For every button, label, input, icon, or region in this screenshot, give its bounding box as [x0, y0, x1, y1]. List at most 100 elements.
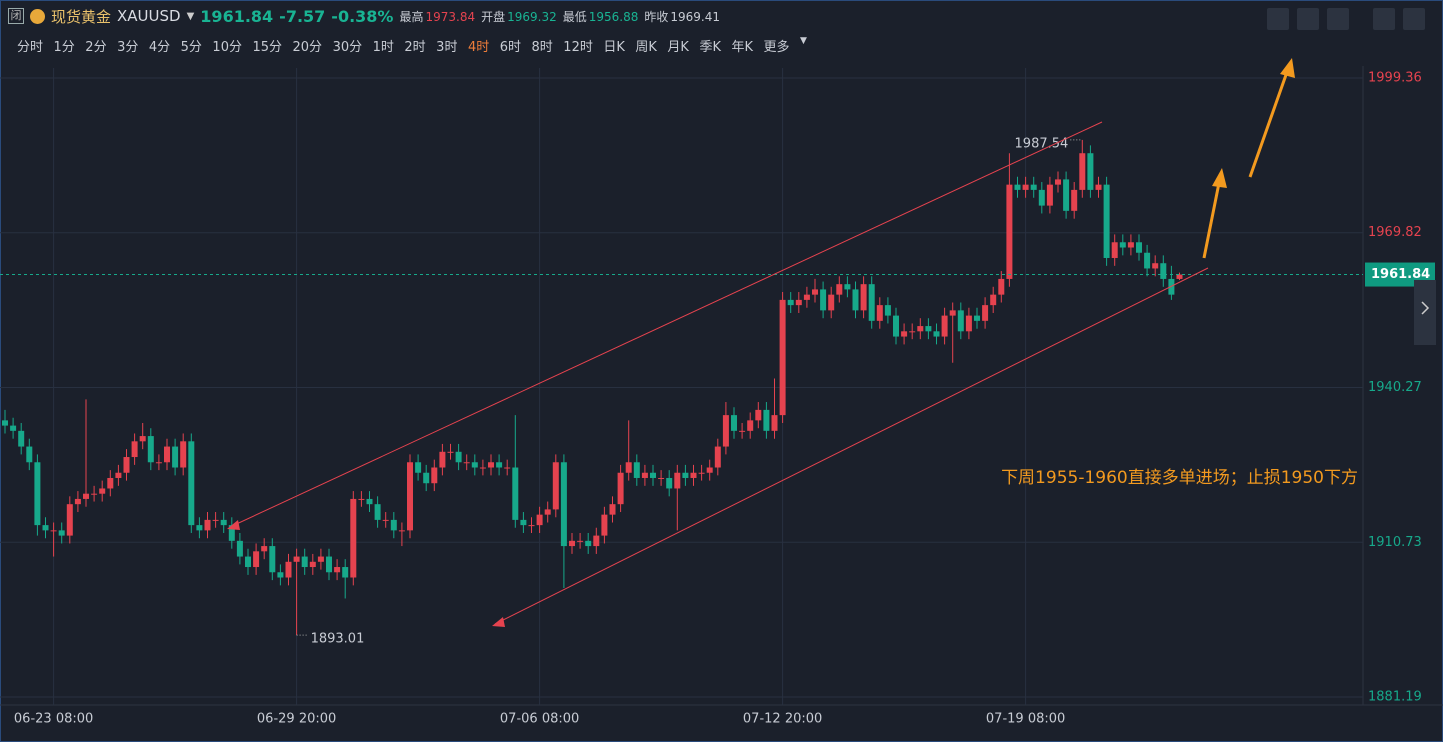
- candle-body: [1079, 153, 1086, 190]
- chevron: [1421, 301, 1430, 315]
- interval-tab[interactable]: 分时: [17, 40, 44, 55]
- plot: 1881.19 1910.73 1940.27 1969.82 1999.36 06-23…: [0, 68, 1435, 727]
- candle-body: [658, 477, 665, 479]
- interval-tab[interactable]: 30分: [332, 40, 363, 55]
- interval-tab[interactable]: 月K: [667, 40, 689, 55]
- side-tab[interactable]: [1414, 280, 1436, 345]
- x-tick-label: 06-23 08:00: [14, 712, 93, 727]
- tool-button[interactable]: [1373, 8, 1395, 30]
- tool-button[interactable]: [1297, 8, 1319, 30]
- candle-body: [860, 284, 867, 311]
- candle-body: [666, 477, 673, 489]
- interval-tab[interactable]: 10分: [212, 40, 242, 55]
- candle-body: [544, 509, 551, 515]
- tool-button[interactable]: [1327, 8, 1349, 30]
- coin-icon: [30, 8, 45, 24]
- stat-value: 1973.84: [425, 9, 476, 24]
- candle-body: [1038, 189, 1045, 206]
- candle-body: [974, 315, 980, 321]
- candle-body: [844, 284, 851, 290]
- candle-body: [407, 462, 413, 531]
- interval-tab[interactable]: 3分: [117, 40, 139, 55]
- interval-tab[interactable]: 1时: [372, 40, 394, 55]
- y-tick-label: 1940.27: [1368, 380, 1422, 395]
- candle-body: [50, 530, 57, 532]
- candle-body: [609, 504, 616, 515]
- candle-body: [26, 446, 33, 463]
- candle-body: [269, 546, 276, 573]
- candle-body: [479, 467, 486, 469]
- interval-tab[interactable]: 2分: [85, 40, 107, 55]
- candle-body: [795, 299, 802, 306]
- candle-body: [342, 567, 349, 578]
- interval-tab[interactable]: 年K: [731, 40, 753, 55]
- candle-body: [641, 472, 648, 478]
- toolbar: [1267, 8, 1425, 30]
- candle-body: [439, 451, 446, 468]
- candle-body: [58, 530, 65, 536]
- stat: 最低 1956.88: [563, 8, 639, 25]
- candle-body: [569, 540, 575, 547]
- candle-body: [1127, 242, 1134, 248]
- interval-tab[interactable]: 1分: [53, 40, 75, 55]
- stat-label: 最高: [399, 9, 424, 24]
- interval-tab[interactable]: 4时: [467, 40, 490, 55]
- tool-button[interactable]: [1403, 8, 1425, 30]
- candle-body: [34, 462, 41, 526]
- candle-body: [236, 540, 243, 557]
- interval-tab[interactable]: 2时: [404, 40, 426, 55]
- interval-tab[interactable]: 8时: [531, 40, 553, 55]
- stat-value: 1969.32: [507, 9, 557, 24]
- candle-body: [650, 472, 656, 478]
- candle-body: [601, 514, 608, 536]
- candle-body: [326, 556, 332, 573]
- candle-body: [253, 551, 260, 568]
- stat-label: 昨收: [644, 9, 669, 24]
- x-tick-label: 07-06 08:00: [500, 712, 579, 727]
- candle-body: [512, 467, 519, 520]
- interval-tab[interactable]: 季K: [699, 40, 721, 55]
- candle-body: [261, 546, 268, 552]
- symbol[interactable]: XAUUSD: [117, 7, 181, 25]
- y-tick-label: 1969.82: [1368, 225, 1422, 240]
- candle-body: [560, 462, 567, 547]
- close-icon[interactable]: 闭: [8, 8, 24, 24]
- candle-body: [1111, 242, 1118, 258]
- stats: 最高 1973.84 开盘 1969.32 最低 1956.88 昨收 1969.41: [399, 8, 720, 25]
- candle-body: [536, 514, 543, 526]
- candle-body: [1095, 184, 1102, 190]
- candle-body: [285, 561, 292, 578]
- candle-body: [74, 498, 81, 505]
- interval-tab[interactable]: 20分: [292, 40, 323, 55]
- interval-tab[interactable]: 4分: [148, 40, 171, 55]
- candle-body: [155, 462, 162, 464]
- candle-body: [358, 498, 365, 500]
- interval-tab[interactable]: 12时: [563, 40, 593, 55]
- tool-button[interactable]: [1267, 8, 1289, 30]
- interval-tab[interactable]: 15分: [252, 40, 283, 55]
- candle-body: [739, 430, 746, 432]
- candle-body: [309, 561, 316, 568]
- candle-body: [83, 493, 89, 499]
- interval-tab[interactable]: 5分: [180, 40, 202, 55]
- candle-body: [1160, 263, 1167, 279]
- stat-value: 1956.88: [588, 9, 639, 24]
- candle-body: [1046, 184, 1053, 206]
- candle-body: [398, 530, 405, 532]
- interval-tab[interactable]: 3时: [436, 40, 458, 55]
- candle-body: [10, 425, 17, 431]
- candle-body: [941, 315, 948, 337]
- interval-tab[interactable]: 更多: [763, 40, 790, 55]
- interval-tab[interactable]: 周K: [635, 40, 657, 55]
- candle-body: [1030, 184, 1037, 190]
- interval-tab[interactable]: 6时: [499, 40, 522, 55]
- candle-body: [172, 446, 179, 468]
- change: -7.57: [279, 6, 326, 26]
- x-tick-label: 07-19 08:00: [986, 712, 1065, 727]
- candle-body: [755, 409, 762, 421]
- candle-body: [852, 289, 859, 311]
- interval-tab[interactable]: 日K: [603, 40, 625, 55]
- high-label: 1987.54: [1015, 136, 1069, 151]
- candle-body: [593, 535, 600, 547]
- candle-body: [771, 415, 778, 431]
